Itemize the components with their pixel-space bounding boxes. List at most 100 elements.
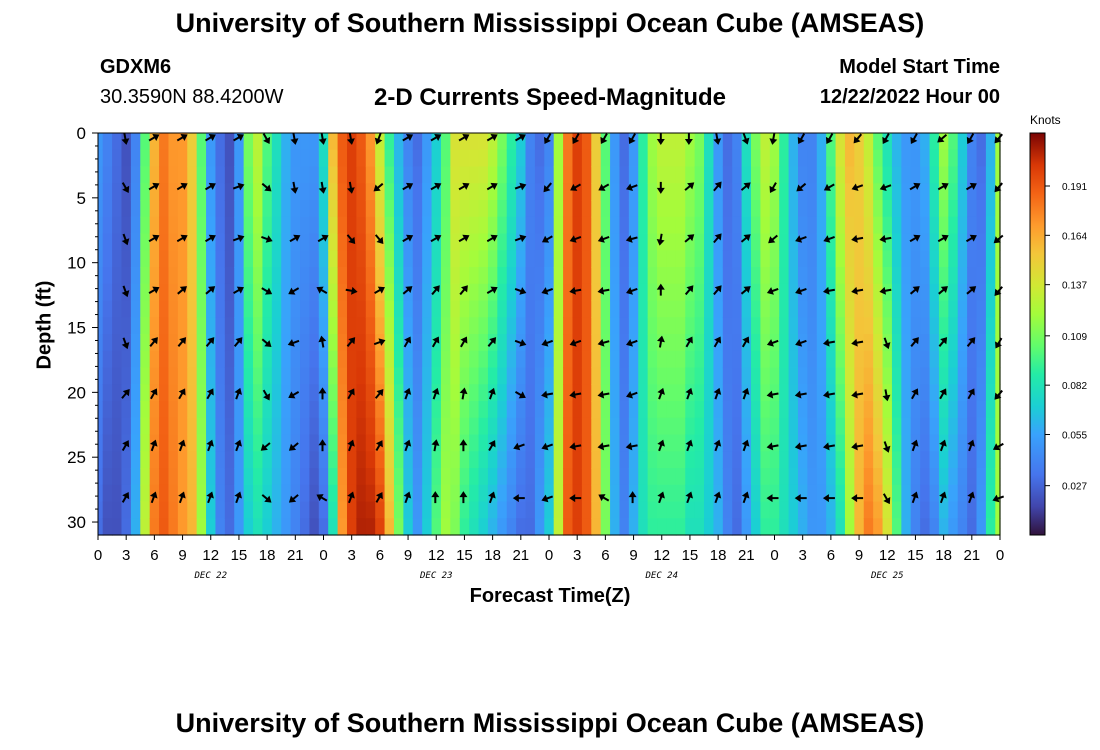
heatmap-cell — [929, 384, 940, 402]
heatmap-cell — [459, 501, 470, 519]
heatmap-cell — [844, 283, 855, 302]
current-arrow — [966, 133, 975, 145]
heatmap-cell — [459, 149, 470, 168]
heatmap-cell — [168, 367, 179, 385]
heatmap-cell — [938, 367, 949, 385]
heatmap-cell — [506, 417, 517, 436]
heatmap-cell — [534, 451, 545, 469]
heatmap-cell — [957, 133, 968, 151]
heatmap-cell — [647, 267, 658, 285]
heatmap-cell — [187, 484, 198, 503]
x-tick-label: 0 — [319, 547, 327, 564]
heatmap-cell — [844, 317, 855, 335]
current-arrow — [794, 494, 807, 503]
heatmap-cell — [290, 468, 301, 486]
heatmap-cell — [779, 200, 790, 218]
current-arrow-head — [490, 234, 498, 242]
heatmap-cell — [356, 133, 367, 151]
heatmap-cell — [459, 468, 470, 486]
heatmap-cell — [797, 451, 808, 469]
heatmap-cell — [516, 149, 527, 168]
heatmap-cell — [365, 283, 376, 302]
heatmap-cell — [384, 300, 395, 318]
heatmap-cell — [938, 200, 949, 218]
heatmap-cell — [459, 183, 470, 201]
heatmap-cell — [130, 200, 141, 218]
current-arrow-head — [541, 390, 548, 399]
heatmap-cell — [450, 434, 461, 452]
current-arrow-head — [321, 234, 329, 242]
heatmap-cell — [459, 200, 470, 218]
heatmap-cell — [610, 518, 621, 536]
heatmap-cell — [619, 451, 630, 469]
heatmap-cell — [779, 434, 790, 452]
heatmap-cell — [873, 434, 884, 452]
heatmap-cell — [647, 384, 658, 402]
heatmap-cell — [121, 367, 132, 385]
heatmap-cell — [666, 451, 677, 469]
heatmap-cell — [694, 384, 705, 402]
current-arrow-head — [569, 442, 576, 451]
heatmap-cell — [487, 183, 498, 201]
heatmap-cell — [835, 334, 846, 352]
heatmap-cell — [826, 183, 837, 201]
heatmap-cell — [271, 350, 282, 369]
heatmap-cell — [722, 468, 733, 486]
heatmap-cell — [130, 250, 141, 268]
heatmap-cell — [177, 200, 188, 218]
heatmap-cell — [365, 484, 376, 503]
heatmap-cell — [591, 149, 602, 168]
heatmap-cell — [497, 267, 508, 285]
heatmap-cell — [375, 149, 386, 168]
heatmap-cell — [534, 166, 545, 184]
heatmap-cell — [844, 417, 855, 436]
heatmap-cell — [741, 216, 752, 235]
heatmap-cell — [412, 417, 423, 436]
current-arrow-head — [941, 234, 949, 242]
heatmap-cell — [187, 350, 198, 369]
heatmap-cell — [121, 334, 132, 352]
heatmap-cell — [685, 468, 696, 486]
heatmap-cell — [253, 166, 264, 184]
heatmap-cell — [704, 367, 715, 385]
heatmap-cell — [98, 350, 104, 369]
heatmap-cell — [469, 501, 480, 519]
current-arrow-head — [180, 134, 188, 141]
heatmap-cell — [243, 350, 254, 369]
heatmap-cell — [572, 283, 583, 302]
heatmap-cell — [356, 149, 367, 168]
current-arrow — [796, 182, 807, 192]
heatmap-cell — [281, 149, 292, 168]
current-arrow-head — [822, 494, 829, 503]
heatmap-cell — [863, 334, 874, 352]
heatmap-cell — [948, 468, 959, 486]
heatmap-cell — [704, 133, 715, 151]
current-arrow-head — [823, 286, 830, 295]
current-arrow-head — [569, 286, 576, 295]
heatmap-cell — [722, 216, 733, 235]
heatmap-cell — [215, 350, 226, 369]
heatmap-cell — [807, 501, 818, 519]
heatmap-cell — [638, 267, 649, 285]
current-arrow — [795, 235, 807, 243]
heatmap-cell — [873, 451, 884, 469]
heatmap-cell — [647, 200, 658, 218]
heatmap-cell — [121, 300, 132, 318]
current-arrow — [316, 286, 328, 294]
heatmap-cell — [224, 401, 235, 419]
heatmap-cell — [487, 468, 498, 486]
current-arrow-head — [597, 286, 605, 295]
heatmap-cell — [751, 149, 762, 168]
heatmap-cell — [685, 267, 696, 285]
heatmap-cell — [159, 468, 170, 486]
heatmap-cell — [431, 317, 442, 335]
heatmap-cell — [130, 149, 141, 168]
heatmap-cell — [891, 283, 902, 302]
heatmap-cell — [957, 216, 968, 235]
heatmap-cell — [553, 200, 564, 218]
heatmap-cell — [873, 233, 884, 251]
current-arrow — [204, 134, 216, 142]
heatmap-cell — [694, 300, 705, 318]
heatmap-cell — [741, 417, 752, 436]
current-arrow-head — [766, 339, 774, 347]
